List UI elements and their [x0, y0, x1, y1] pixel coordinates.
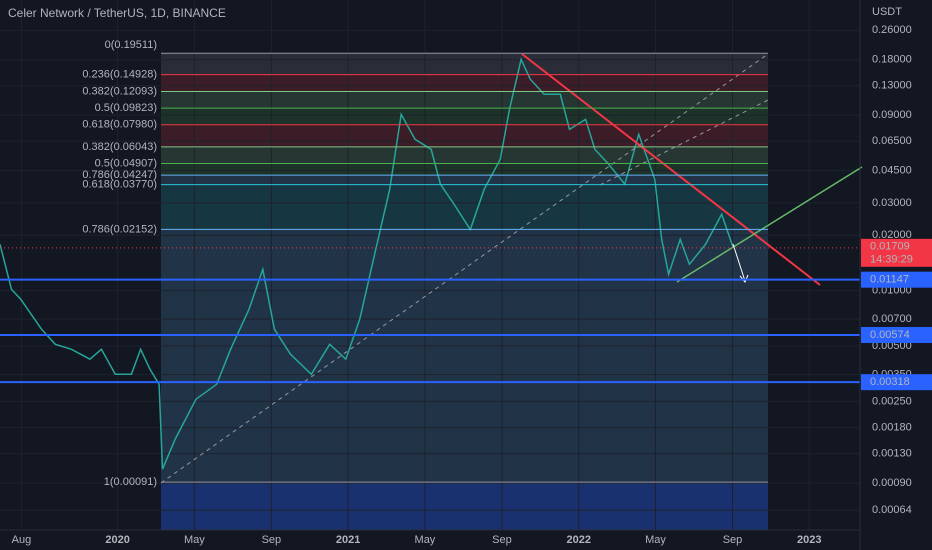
- trend-green: [676, 166, 863, 283]
- fib-label: 0.5(0.04907): [95, 157, 157, 169]
- x-tick-label: 2023: [797, 534, 821, 546]
- y-tick-label: 0.13000: [872, 80, 912, 92]
- y-tick-label: 0.00180: [872, 422, 912, 434]
- fib-label: 0.618(0.03770): [82, 179, 157, 191]
- y-tick-label: 0.00130: [872, 448, 912, 460]
- y-tick-label: 0.00090: [872, 477, 912, 489]
- fib-band: [161, 124, 768, 147]
- x-tick-label: Aug: [12, 534, 32, 546]
- x-tick-label: Sep: [723, 534, 743, 546]
- y-tick-label: 0.03000: [872, 197, 912, 209]
- fib-band: [161, 146, 768, 164]
- y-tick-label: 0.18000: [872, 54, 912, 66]
- x-tick-label: May: [184, 534, 205, 546]
- x-tick-label: Sep: [262, 534, 282, 546]
- fib-band: [161, 91, 768, 109]
- fib-band: [161, 163, 768, 176]
- grid: [0, 0, 860, 530]
- level-label: 0.00318: [870, 376, 910, 388]
- fib-band: [161, 53, 768, 75]
- level-label: 0.01147: [870, 274, 909, 286]
- price-tag: [861, 238, 932, 267]
- level-tag: [861, 271, 932, 288]
- fib-label: 0.236(0.14928): [82, 69, 157, 81]
- x-tick-label: 2020: [105, 534, 129, 546]
- fib-label: 0.382(0.06043): [82, 141, 157, 153]
- x-tick-label: Sep: [492, 534, 512, 546]
- trend-red: [521, 53, 821, 286]
- fib-band: [161, 184, 768, 230]
- fib-label: 0(0.19511): [105, 39, 157, 51]
- price-label: 0.01709: [870, 241, 910, 253]
- y-axis-label: USDT: [872, 6, 902, 18]
- fib-band: [161, 108, 768, 125]
- arrow: [732, 243, 746, 282]
- fib-label: 0.382(0.12093): [82, 85, 157, 97]
- x-tick-label: May: [645, 534, 666, 546]
- x-tick-label: 2021: [336, 534, 360, 546]
- y-tick-label: 0.00700: [872, 313, 912, 325]
- fib-band: [161, 175, 768, 185]
- fib-label: 0.618(0.07980): [82, 119, 157, 131]
- fib-label: 0.786(0.02152): [82, 223, 157, 235]
- y-tick-label: 0.00064: [872, 504, 912, 516]
- level-tag: [861, 374, 932, 391]
- drawings: [160, 53, 863, 484]
- arrow-head: [739, 274, 749, 283]
- y-tick-label: 0.26000: [872, 24, 912, 36]
- fib-label: 1(0.00091): [104, 476, 157, 488]
- fib-band: [161, 74, 768, 92]
- y-tick-label: 0.00250: [872, 395, 912, 407]
- y-tick-label: 0.09000: [872, 109, 912, 121]
- y-tick-label: 0.04500: [872, 164, 912, 176]
- overlay-layer: 0(0.19511) 0.236(0.14928) 0.382(0.12093) 0.…: [0, 39, 860, 488]
- fib-band: [161, 482, 768, 530]
- trend-dashed: [160, 53, 769, 484]
- y-tick-label: 0.06500: [872, 135, 912, 147]
- chart-title: Celer Network / TetherUS, 1D, BINANCE: [8, 6, 226, 20]
- y-tick-label: 0.02000: [872, 229, 912, 241]
- countdown: 14:39:29: [870, 254, 913, 266]
- x-tick-label: 2022: [566, 534, 590, 546]
- fib-label: 0.5(0.09823): [95, 102, 157, 114]
- level-label: 0.00574: [870, 329, 910, 341]
- fib-label: 0.786(0.04247): [82, 169, 157, 181]
- fib-band: [161, 229, 768, 483]
- level-tag: [861, 326, 932, 343]
- x-tick-label: May: [415, 534, 436, 546]
